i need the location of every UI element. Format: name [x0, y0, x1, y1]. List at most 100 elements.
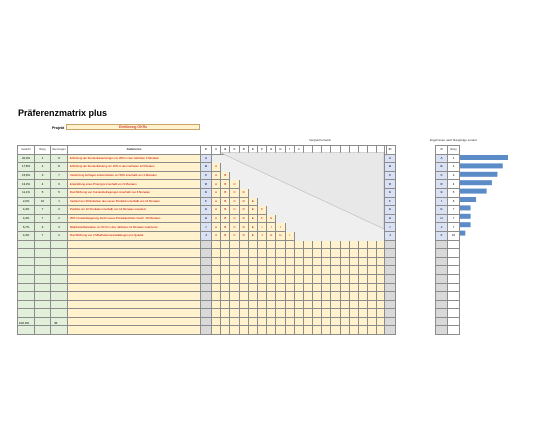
weight-cell[interactable]: [17, 239, 35, 250]
weight-cell[interactable]: [17, 282, 35, 293]
result-id: [435, 239, 448, 250]
goal-cell[interactable]: Mitarbeiterfluktuation um 50 % in den nä…: [67, 222, 201, 232]
mentions-cell[interactable]: [50, 265, 68, 275]
weight-cell[interactable]: 20,0%: [17, 153, 35, 164]
rank-cell[interactable]: [34, 282, 51, 293]
goal-cell[interactable]: Verkürzung Anfragen-Antwortzeiten um 50%…: [67, 170, 201, 181]
rank-cell[interactable]: 5: [34, 187, 51, 198]
goal-cell[interactable]: [67, 299, 201, 310]
mentions-cell[interactable]: 9: [50, 153, 68, 164]
mentions-cell[interactable]: [50, 248, 68, 258]
matrix-cell: [229, 308, 240, 318]
mentions-cell[interactable]: 7: [50, 170, 68, 181]
rank-cell[interactable]: 4: [34, 179, 51, 189]
weight-cell[interactable]: [17, 273, 35, 284]
weight-cell[interactable]: [17, 265, 35, 275]
goal-cell[interactable]: Verkauf von 30 Einheiten des neuen Produ…: [67, 196, 201, 207]
weight-cell[interactable]: 15,6%: [17, 170, 35, 181]
goal-cell[interactable]: [67, 291, 201, 301]
goal-cell[interactable]: [67, 239, 201, 250]
result-rank: [447, 282, 460, 293]
mentions-cell[interactable]: [50, 256, 68, 267]
rank-cell[interactable]: [34, 265, 51, 275]
goal-cell[interactable]: Portfolio um 10 Produkte innerhalb von 1…: [67, 205, 201, 215]
goal-cell[interactable]: Durchführung von Kundenbefragungen inner…: [67, 187, 201, 198]
weight-cell[interactable]: [17, 256, 35, 267]
rank-cell[interactable]: 7: [34, 213, 51, 224]
goal-cell[interactable]: [67, 256, 201, 267]
goal-cell[interactable]: [67, 282, 201, 293]
mentions-cell[interactable]: [50, 291, 68, 301]
matrix-cell: [302, 299, 314, 310]
matrix-row: [200, 299, 396, 310]
goal-cell[interactable]: 30% Umsatzsteigerung durch neues Produkt…: [67, 213, 201, 224]
goal-cell[interactable]: [67, 316, 201, 327]
rank-cell[interactable]: 10: [34, 196, 51, 207]
weight-cell[interactable]: 4,4%: [17, 230, 35, 241]
mentions-cell[interactable]: 2: [50, 205, 68, 215]
mentions-cell[interactable]: 8: [50, 162, 68, 172]
result-id: G: [435, 205, 448, 215]
goal-cell[interactable]: [67, 325, 201, 336]
rank-cell[interactable]: [34, 248, 51, 258]
rank-cell[interactable]: 1: [34, 153, 51, 164]
rank-cell[interactable]: [34, 316, 51, 327]
goal-cell[interactable]: [67, 248, 201, 258]
right-row-id: B: [384, 162, 396, 172]
matrix-diagonal-area: [219, 152, 384, 230]
weight-cell[interactable]: [17, 325, 35, 336]
mentions-cell[interactable]: 6: [50, 179, 68, 189]
rank-cell[interactable]: [34, 299, 51, 310]
weight-cell[interactable]: 11,1%: [17, 187, 35, 198]
rank-cell[interactable]: [34, 273, 51, 284]
matrix-row: [200, 265, 396, 275]
rank-cell[interactable]: [34, 291, 51, 301]
rank-cell[interactable]: [34, 239, 51, 250]
table-row: [17, 308, 201, 318]
goal-cell[interactable]: Erhöhung der Kundenbewertungen um 20% in…: [67, 153, 201, 164]
weight-cell[interactable]: 2,2%: [17, 196, 35, 207]
mentions-cell[interactable]: 2: [50, 213, 68, 224]
weight-cell[interactable]: 4,4%: [17, 213, 35, 224]
mentions-cell[interactable]: [50, 308, 68, 318]
mentions-cell[interactable]: 5: [50, 187, 68, 198]
rank-cell[interactable]: 2: [34, 162, 51, 172]
rank-cell[interactable]: 7: [34, 230, 51, 241]
mentions-cell[interactable]: [50, 239, 68, 250]
mentions-cell[interactable]: [50, 299, 68, 310]
mentions-cell[interactable]: 3: [50, 222, 68, 232]
right-row-id: [384, 256, 396, 267]
goal-cell[interactable]: Entwicklung eines Prototyps innerhalb vo…: [67, 179, 201, 189]
rank-cell[interactable]: [34, 256, 51, 267]
weight-cell[interactable]: [17, 299, 35, 310]
rank-cell[interactable]: 7: [34, 205, 51, 215]
goal-cell[interactable]: [67, 308, 201, 318]
weight-cell[interactable]: [17, 308, 35, 318]
rank-cell[interactable]: [34, 308, 51, 318]
weight-cell[interactable]: [17, 291, 35, 301]
matrix-cell: [266, 308, 277, 318]
weight-cell[interactable]: 17,8%: [17, 162, 35, 172]
mentions-cell[interactable]: [50, 282, 68, 293]
result-rank: 4: [447, 179, 460, 189]
mentions-cell[interactable]: 2: [50, 230, 68, 241]
mentions-cell[interactable]: [50, 325, 68, 336]
weight-cell[interactable]: [17, 248, 35, 258]
rank-cell[interactable]: [34, 325, 51, 336]
matrix-cell: [312, 316, 323, 327]
goal-cell[interactable]: [67, 273, 201, 284]
weight-cell[interactable]: 4,4%: [17, 205, 35, 215]
goal-cell[interactable]: [67, 265, 201, 275]
result-id: [435, 273, 448, 284]
project-input[interactable]: Einführung OKRs: [66, 124, 200, 130]
rank-cell[interactable]: 6: [34, 222, 51, 232]
mentions-cell[interactable]: 1: [50, 196, 68, 207]
weight-cell[interactable]: 6,7%: [17, 222, 35, 232]
mentions-cell[interactable]: [50, 273, 68, 284]
goal-cell[interactable]: Durchführung von 3 Mitarbeiterveranstalt…: [67, 230, 201, 241]
matrix-cell: [302, 265, 314, 275]
rank-cell[interactable]: 3: [34, 170, 51, 181]
weight-cell[interactable]: 13,3%: [17, 179, 35, 189]
goal-cell[interactable]: Erhöhung der Kundenbindung um 10% in den…: [67, 162, 201, 172]
